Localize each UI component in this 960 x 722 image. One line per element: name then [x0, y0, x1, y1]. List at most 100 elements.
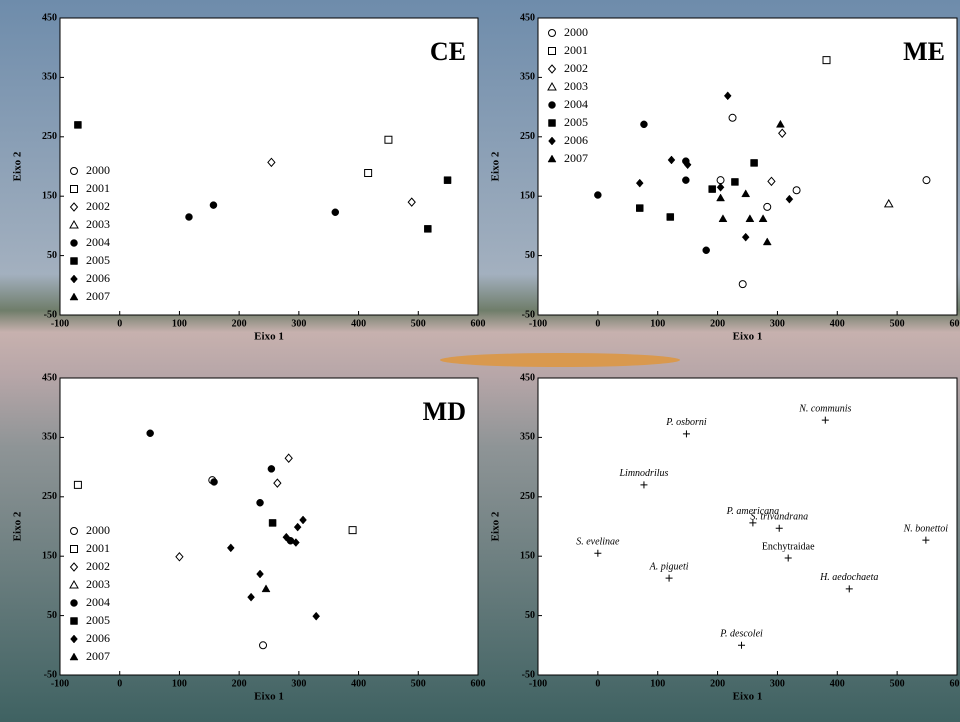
point	[267, 465, 276, 473]
legend-marker	[548, 101, 556, 109]
legend-label: 2000	[564, 25, 588, 39]
x-tick-label: 0	[117, 318, 122, 329]
legend-label: 2001	[564, 43, 588, 57]
point	[73, 480, 82, 489]
legend-label: 2007	[86, 289, 110, 303]
x-tick-label: 400	[351, 678, 366, 689]
point	[312, 611, 321, 621]
x-tick-label: 0	[595, 318, 600, 329]
legend-marker	[548, 119, 556, 127]
point	[226, 543, 235, 553]
y-tick-label: 250	[42, 491, 57, 502]
point	[708, 185, 716, 193]
panel: -100 0 100 200 300 400 500 600 -50 50 150 250 350 450…	[490, 12, 960, 342]
y-tick-label: 50	[47, 250, 57, 261]
species-label: S. trivandrana	[750, 512, 808, 523]
x-tick-label: 200	[710, 678, 725, 689]
point	[284, 453, 293, 463]
legend-marker	[69, 652, 79, 661]
x-axis-label: Eixo 1	[254, 691, 284, 703]
point	[750, 159, 758, 167]
point	[443, 176, 452, 184]
y-tick-label: 450	[520, 372, 535, 383]
point	[702, 246, 710, 254]
x-tick-label: 500	[890, 678, 905, 689]
point	[210, 478, 218, 486]
legend-label: 2005	[86, 253, 110, 267]
legend-marker	[69, 292, 79, 301]
y-tick-label: 350	[520, 432, 535, 443]
x-tick-label: 500	[411, 318, 426, 329]
panel: -100 0 100 200 300 400 500 600 -50 50 150 250 350 450…	[490, 372, 960, 702]
legend-marker	[70, 274, 78, 284]
y-tick-label: 250	[42, 131, 57, 142]
species-point	[665, 574, 673, 582]
point	[594, 191, 602, 199]
x-tick-label: 100	[650, 678, 665, 689]
species-point	[738, 641, 746, 649]
point	[758, 214, 768, 223]
x-tick-label: 400	[830, 678, 845, 689]
legend-label: 2002	[86, 199, 110, 213]
point	[256, 569, 264, 579]
legend-marker	[69, 219, 79, 229]
y-tick-label: 150	[42, 550, 57, 561]
point	[292, 538, 300, 547]
x-axis-label: Eixo 1	[733, 691, 763, 703]
point	[293, 522, 302, 532]
point	[261, 584, 271, 593]
species-point	[640, 481, 648, 489]
x-tick-label: 300	[770, 318, 785, 329]
legend-marker	[547, 64, 557, 74]
x-tick-label: 600	[950, 678, 960, 689]
point	[267, 157, 276, 168]
point	[741, 189, 751, 198]
y-tick-label: -50	[44, 669, 57, 680]
legend-label: 2006	[564, 133, 588, 147]
legend-label: 2003	[86, 577, 110, 591]
legend-label: 2006	[86, 271, 110, 285]
legend-label: 2004	[86, 595, 110, 609]
point	[146, 429, 154, 437]
legend-label: 2004	[564, 97, 588, 111]
x-tick-label: -100	[529, 678, 547, 689]
y-tick-label: 350	[520, 72, 535, 83]
x-tick-label: 600	[471, 678, 486, 689]
legend-marker	[70, 545, 78, 553]
point	[762, 237, 772, 246]
point	[268, 519, 277, 527]
panel-title: CE	[430, 37, 466, 66]
species-label: P. americana	[726, 506, 780, 517]
legend-marker	[70, 239, 78, 247]
point	[209, 201, 218, 209]
y-axis-label: Eixo 2	[490, 511, 502, 541]
legend-label: 2000	[86, 523, 110, 537]
point	[384, 135, 393, 144]
point	[175, 552, 184, 562]
point	[716, 182, 725, 192]
point	[778, 128, 787, 138]
point	[741, 232, 750, 242]
y-tick-label: 350	[42, 432, 57, 443]
legend-label: 2002	[86, 559, 110, 573]
legend-label: 2001	[86, 181, 110, 195]
point	[348, 526, 357, 535]
point	[822, 56, 831, 65]
y-tick-label: 450	[42, 12, 57, 23]
x-tick-label: 0	[595, 678, 600, 689]
species-label: Enchytraidae	[762, 541, 815, 552]
point	[424, 225, 432, 233]
x-tick-label: 100	[172, 318, 187, 329]
species-point	[594, 549, 602, 557]
point	[922, 176, 931, 185]
y-tick-label: 450	[520, 12, 535, 23]
y-tick-label: 50	[525, 610, 535, 621]
point	[635, 178, 644, 188]
species-label: P. osborni	[665, 417, 707, 428]
legend-marker	[70, 257, 78, 265]
legend-label: 2006	[86, 631, 110, 645]
plot-area	[537, 17, 958, 316]
legend-label: 2007	[86, 649, 110, 663]
legend-label: 2004	[86, 235, 110, 249]
